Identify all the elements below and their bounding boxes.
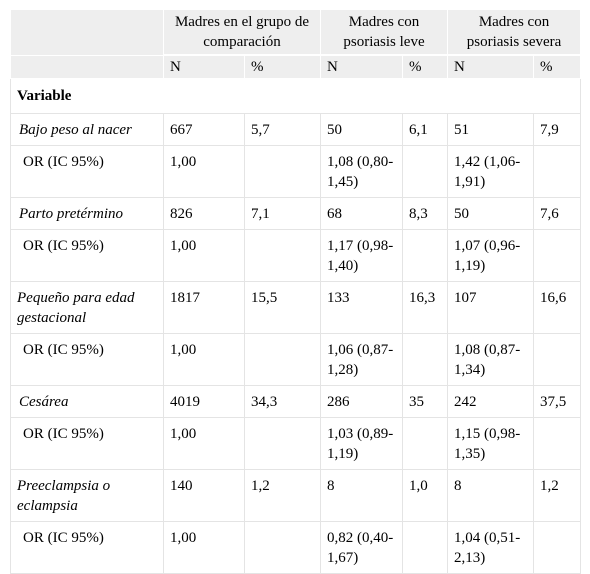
- data-table: Madres en el grupo de comparación Madres…: [9, 9, 582, 574]
- data-table-container: Madres en el grupo de comparación Madres…: [9, 9, 582, 574]
- table-cell: 8: [447, 469, 535, 522]
- table-cell: 37,5: [533, 385, 582, 418]
- row-label: Pequeño para edad gestacional: [10, 281, 164, 334]
- header-empty-cell: [10, 9, 164, 56]
- table-cell: [401, 145, 449, 198]
- table-cell: 50: [447, 197, 535, 230]
- table-row: OR (IC 95%) 1,00 0,82 (0,40-1,67) 1,04 (…: [10, 521, 582, 574]
- variable-row: Variable: [9, 78, 582, 114]
- table-cell: [401, 417, 449, 470]
- variable-label: Variable: [9, 78, 582, 114]
- table-cell: 1,2: [244, 469, 321, 522]
- table-cell: 826: [163, 197, 245, 230]
- table-cell: 1,2: [533, 469, 582, 522]
- table-cell: 1,00: [163, 145, 245, 198]
- table-row: OR (IC 95%) 1,00 1,08 (0,80-1,45) 1,42 (…: [10, 145, 582, 198]
- table-cell: 1,17 (0,98-1,40): [320, 229, 403, 282]
- table-row: Pequeño para edad gestacional 1817 15,5 …: [10, 281, 582, 334]
- table-cell: [401, 229, 449, 282]
- row-label: Bajo peso al nacer: [10, 113, 164, 146]
- table-row: OR (IC 95%) 1,00 1,06 (0,87-1,28) 1,08 (…: [10, 333, 582, 386]
- table-cell: [533, 229, 582, 282]
- subheader-pct: %: [244, 54, 321, 79]
- table-cell: 133: [320, 281, 403, 334]
- table-cell: 50: [320, 113, 403, 146]
- header-empty-cell-2: [10, 54, 164, 79]
- table-cell: [533, 145, 582, 198]
- table-cell: 15,5: [244, 281, 321, 334]
- table-row: Bajo peso al nacer 667 5,7 50 6,1 51 7,9: [10, 113, 582, 146]
- table-cell: 286: [320, 385, 403, 418]
- table-cell: 7,1: [244, 197, 321, 230]
- table-cell: 1,06 (0,87-1,28): [320, 333, 403, 386]
- table-cell: 140: [163, 469, 245, 522]
- table-cell: 16,3: [401, 281, 449, 334]
- table-cell: [244, 145, 321, 198]
- table-cell: [401, 521, 449, 574]
- table-cell: 1,03 (0,89-1,19): [320, 417, 403, 470]
- header-group-comparison: Madres en el grupo de comparación: [163, 9, 321, 56]
- table-cell: 1,00: [163, 333, 245, 386]
- table-cell: 1,00: [163, 521, 245, 574]
- table-cell: 1,00: [163, 417, 245, 470]
- table-row: OR (IC 95%) 1,00 1,17 (0,98-1,40) 1,07 (…: [10, 229, 582, 282]
- table-row: OR (IC 95%) 1,00 1,03 (0,89-1,19) 1,15 (…: [10, 417, 582, 470]
- row-label: OR (IC 95%): [10, 229, 164, 282]
- table-cell: [533, 333, 582, 386]
- table-cell: 35: [401, 385, 449, 418]
- table-cell: 7,9: [533, 113, 582, 146]
- row-label: OR (IC 95%): [10, 417, 164, 470]
- table-cell: 8,3: [401, 197, 449, 230]
- subheader-n: N: [163, 54, 245, 79]
- table-cell: 1,07 (0,96-1,19): [447, 229, 535, 282]
- table-cell: 667: [163, 113, 245, 146]
- subheader-n: N: [447, 54, 535, 79]
- table-row: Preeclampsia o eclampsia 140 1,2 8 1,0 8…: [10, 469, 582, 522]
- table-cell: 1,08 (0,80-1,45): [320, 145, 403, 198]
- table-cell: 51: [447, 113, 535, 146]
- table-cell: 6,1: [401, 113, 449, 146]
- table-cell: 1,04 (0,51-2,13): [447, 521, 535, 574]
- row-label: OR (IC 95%): [10, 521, 164, 574]
- table-cell: 8: [320, 469, 403, 522]
- table-cell: 107: [447, 281, 535, 334]
- table-cell: 5,7: [244, 113, 321, 146]
- header-row-subheaders: N % N % N %: [10, 54, 582, 79]
- subheader-n: N: [320, 54, 403, 79]
- table-cell: [244, 333, 321, 386]
- header-group-mild: Madres con psoriasis leve: [319, 9, 449, 56]
- table-cell: 0,82 (0,40-1,67): [320, 521, 403, 574]
- table-cell: 1,15 (0,98-1,35): [447, 417, 535, 470]
- table-cell: 1817: [163, 281, 245, 334]
- table-row: Parto pretérmino 826 7,1 68 8,3 50 7,6: [10, 197, 582, 230]
- table-cell: [533, 521, 582, 574]
- table-cell: [533, 417, 582, 470]
- subheader-pct: %: [533, 54, 582, 79]
- row-label: Preeclampsia o eclampsia: [10, 469, 164, 522]
- row-label: OR (IC 95%): [10, 145, 164, 198]
- table-cell: [401, 333, 449, 386]
- row-label: OR (IC 95%): [10, 333, 164, 386]
- header-group-severe: Madres con psoriasis severa: [447, 9, 582, 56]
- table-cell: [244, 417, 321, 470]
- row-label: Parto pretérmino: [10, 197, 164, 230]
- table-cell: [244, 229, 321, 282]
- table-cell: 1,00: [163, 229, 245, 282]
- table-cell: 4019: [163, 385, 245, 418]
- table-cell: 1,0: [401, 469, 449, 522]
- table-cell: 7,6: [533, 197, 582, 230]
- row-label: Cesárea: [10, 385, 164, 418]
- table-row: Cesárea 4019 34,3 286 35 242 37,5: [10, 385, 582, 418]
- table-cell: 16,6: [533, 281, 582, 334]
- table-cell: 1,08 (0,87-1,34): [447, 333, 535, 386]
- header-row-groups: Madres en el grupo de comparación Madres…: [10, 9, 582, 56]
- subheader-pct: %: [401, 54, 449, 79]
- table-cell: [244, 521, 321, 574]
- table-cell: 242: [447, 385, 535, 418]
- table-cell: 34,3: [244, 385, 321, 418]
- table-cell: 68: [320, 197, 403, 230]
- table-cell: 1,42 (1,06-1,91): [447, 145, 535, 198]
